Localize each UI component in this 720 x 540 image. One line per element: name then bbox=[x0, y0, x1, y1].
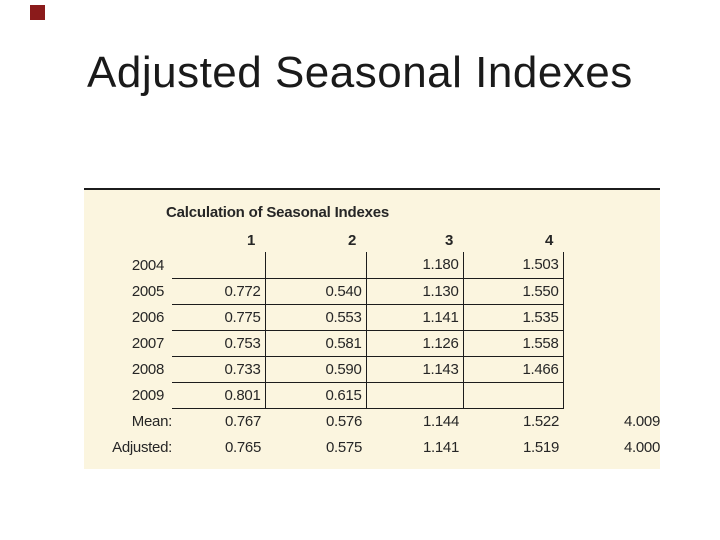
cell-q3: 1.180 bbox=[366, 252, 464, 279]
header-spacer bbox=[84, 222, 172, 252]
cell-q2: 0.581 bbox=[265, 330, 367, 357]
adjusted-q2: 0.575 bbox=[325, 438, 362, 456]
adjusted-q3: 1.141 bbox=[422, 438, 459, 456]
adjusted-row: Adjusted: 0.765 0.575 1.141 1.519 4.000 bbox=[84, 434, 660, 460]
cell-q1: 0.772 bbox=[172, 278, 266, 305]
table-row: 2007 0.753 0.581 1.126 1.558 bbox=[84, 330, 660, 357]
cell-q2 bbox=[265, 252, 367, 279]
column-header-q1: 1 bbox=[246, 232, 255, 249]
adjusted-label: Adjusted: bbox=[112, 438, 172, 456]
cell-total bbox=[563, 382, 660, 408]
year-label: 2004 bbox=[131, 256, 164, 274]
mean-q3: 1.144 bbox=[422, 412, 459, 430]
cell-q4: 1.550 bbox=[463, 278, 564, 305]
cell-q1: 0.775 bbox=[172, 304, 266, 331]
year-label: 2008 bbox=[131, 360, 164, 378]
slide-title: Adjusted Seasonal Indexes bbox=[87, 48, 633, 97]
adjusted-total: 4.000 bbox=[623, 438, 660, 456]
mean-label: Mean: bbox=[131, 412, 173, 430]
cell-q1: 0.801 bbox=[172, 382, 266, 409]
table-title: Calculation of Seasonal Indexes bbox=[166, 204, 390, 221]
column-header-q4: 4 bbox=[544, 232, 553, 249]
year-label: 2009 bbox=[131, 386, 164, 404]
mean-total: 4.009 bbox=[623, 412, 660, 430]
table-row: 2005 0.772 0.540 1.130 1.550 bbox=[84, 278, 660, 305]
adjusted-q1: 0.765 bbox=[224, 438, 261, 456]
column-header-q2: 2 bbox=[347, 232, 356, 249]
cell-q1 bbox=[172, 252, 266, 279]
mean-q2: 0.576 bbox=[325, 412, 362, 430]
header-row: 1 2 3 4 bbox=[84, 222, 660, 252]
year-label: 2007 bbox=[131, 334, 164, 352]
cell-q3: 1.143 bbox=[366, 356, 464, 383]
cell-q4: 1.558 bbox=[463, 330, 564, 357]
year-label: 2005 bbox=[131, 282, 164, 300]
cell-q4: 1.535 bbox=[463, 304, 564, 331]
accent-square bbox=[30, 5, 45, 20]
mean-row: Mean: 0.767 0.576 1.144 1.522 4.009 bbox=[84, 408, 661, 434]
cell-total bbox=[563, 356, 660, 382]
cell-total bbox=[563, 252, 660, 278]
cell-q2: 0.553 bbox=[265, 304, 367, 331]
column-header-q3: 3 bbox=[444, 232, 453, 249]
cell-q4 bbox=[463, 382, 564, 409]
cell-q3: 1.141 bbox=[366, 304, 464, 331]
mean-q1: 0.767 bbox=[224, 412, 261, 430]
cell-q1: 0.733 bbox=[172, 356, 266, 383]
table-row: 2008 0.733 0.590 1.143 1.466 bbox=[84, 356, 660, 383]
year-label: 2006 bbox=[131, 308, 164, 326]
adjusted-q4: 1.519 bbox=[522, 438, 559, 456]
cell-q4: 1.503 bbox=[463, 252, 564, 279]
cell-q1: 0.753 bbox=[172, 330, 266, 357]
cell-q3 bbox=[366, 382, 464, 409]
cell-q2: 0.590 bbox=[265, 356, 367, 383]
cell-q3: 1.130 bbox=[366, 278, 464, 305]
cell-q4: 1.466 bbox=[463, 356, 564, 383]
seasonal-index-table: 1 2 3 4 2004 1.180 1.503 2005 bbox=[84, 222, 660, 460]
seasonal-index-panel: Calculation of Seasonal Indexes 1 2 3 4 … bbox=[84, 188, 660, 469]
mean-q4: 1.522 bbox=[522, 412, 559, 430]
cell-total bbox=[563, 278, 660, 304]
header-total-spacer bbox=[563, 222, 660, 252]
cell-total bbox=[563, 304, 660, 330]
cell-q2: 0.615 bbox=[265, 382, 367, 409]
table-row: 2004 1.180 1.503 bbox=[84, 252, 660, 279]
cell-q2: 0.540 bbox=[265, 278, 367, 305]
cell-total bbox=[563, 330, 660, 356]
table-row: 2009 0.801 0.615 bbox=[84, 382, 660, 409]
cell-q3: 1.126 bbox=[366, 330, 464, 357]
table-row: 2006 0.775 0.553 1.141 1.535 bbox=[84, 304, 660, 331]
